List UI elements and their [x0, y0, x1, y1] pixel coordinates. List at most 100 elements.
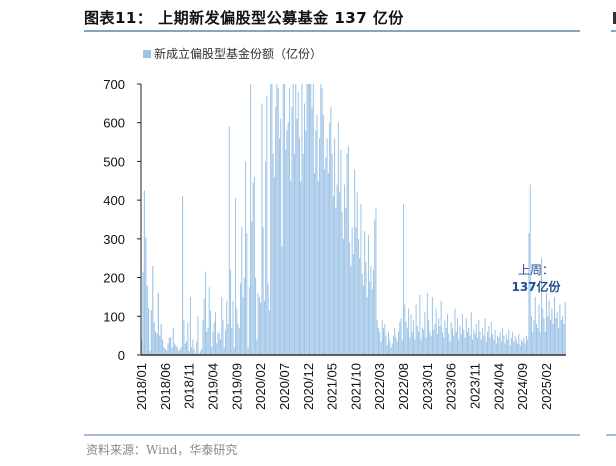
- x-tick-label: 2020/07: [277, 363, 292, 410]
- bar: [306, 84, 308, 355]
- x-tick-label: 2023/11: [468, 363, 483, 409]
- bar: [282, 84, 284, 355]
- bar: [179, 349, 181, 355]
- bar: [324, 169, 326, 355]
- x-tick-label: 2023/06: [444, 363, 459, 410]
- bar: [153, 322, 155, 355]
- bar: [455, 331, 457, 355]
- x-tick-label: 2018/01: [134, 363, 149, 410]
- bar: [454, 308, 456, 355]
- bar: [500, 341, 502, 355]
- bar: [256, 339, 258, 355]
- bar: [312, 84, 314, 355]
- bar: [182, 196, 184, 355]
- bar: [426, 293, 428, 355]
- bar: [270, 84, 272, 355]
- bar: [520, 339, 522, 355]
- bar: [495, 343, 497, 355]
- bar: [142, 271, 144, 355]
- bar: [389, 339, 391, 355]
- bar: [331, 153, 333, 355]
- bar: [376, 320, 378, 355]
- bar: [524, 343, 526, 355]
- adjacent-panel-edge: [613, 12, 616, 24]
- bar: [193, 349, 195, 355]
- bar: [423, 329, 425, 355]
- bar: [371, 289, 373, 355]
- bar: [164, 349, 166, 355]
- last-week-annotation: 上周： 137亿份: [508, 262, 564, 296]
- bar: [401, 339, 403, 355]
- adjacent-footer-divider: [606, 434, 616, 436]
- bar: [365, 262, 367, 355]
- x-tick-label: 2025/02: [539, 363, 554, 410]
- bar: [206, 331, 208, 355]
- bar: [428, 320, 430, 355]
- bar: [547, 316, 549, 355]
- bar: [551, 308, 553, 355]
- bar: [300, 180, 302, 355]
- bar: [386, 345, 388, 355]
- bar: [415, 304, 417, 355]
- bar: [421, 327, 423, 355]
- bar: [243, 277, 245, 355]
- bar: [388, 331, 390, 355]
- bar: [492, 333, 494, 355]
- bar: [296, 118, 298, 355]
- bar: [327, 173, 329, 355]
- bar: [228, 126, 230, 355]
- bar: [342, 238, 344, 355]
- bar: [439, 325, 441, 355]
- bar: [359, 258, 361, 355]
- x-tick-label: 2018/06: [158, 363, 173, 410]
- bar: [277, 87, 279, 356]
- bar: [446, 314, 448, 355]
- bar: [548, 300, 550, 355]
- y-tick-label: 200: [103, 271, 125, 286]
- bar: [509, 345, 511, 355]
- bar: [238, 327, 240, 355]
- bar: [522, 341, 524, 355]
- bar: [523, 337, 525, 355]
- bar: [399, 322, 401, 355]
- bar: [321, 87, 323, 356]
- bar: [223, 347, 225, 355]
- bar: [478, 320, 480, 355]
- bar: [316, 114, 318, 355]
- bar: [360, 204, 362, 355]
- bar: [245, 161, 247, 355]
- bar: [503, 335, 505, 355]
- bar: [370, 265, 372, 355]
- bar: [474, 333, 476, 355]
- bar: [276, 84, 278, 355]
- bar: [398, 331, 400, 355]
- bar: [172, 327, 174, 355]
- bar: [288, 87, 290, 356]
- bar: [273, 176, 275, 355]
- title-divider: [84, 30, 580, 32]
- bar: [258, 296, 260, 355]
- bar: [268, 310, 270, 355]
- bar: [176, 347, 178, 355]
- bar: [533, 320, 535, 355]
- bar: [482, 327, 484, 355]
- bar: [354, 169, 356, 355]
- bar: [350, 265, 352, 355]
- bar: [305, 130, 307, 355]
- bar: [404, 304, 406, 355]
- bar: [203, 298, 205, 355]
- bar: [216, 343, 218, 355]
- bar: [394, 327, 396, 355]
- x-tick-label: 2022/03: [372, 363, 387, 410]
- bar: [211, 347, 213, 355]
- y-tick-label: 500: [103, 154, 125, 169]
- bar: [546, 293, 548, 355]
- bar: [527, 339, 529, 355]
- bar: [262, 227, 264, 355]
- bar: [292, 84, 294, 355]
- x-tick-label: 2019/09: [229, 363, 244, 410]
- bar: [231, 327, 233, 355]
- bar: [390, 347, 392, 355]
- x-tick-label: 2020/12: [301, 363, 316, 410]
- bar: [257, 293, 259, 355]
